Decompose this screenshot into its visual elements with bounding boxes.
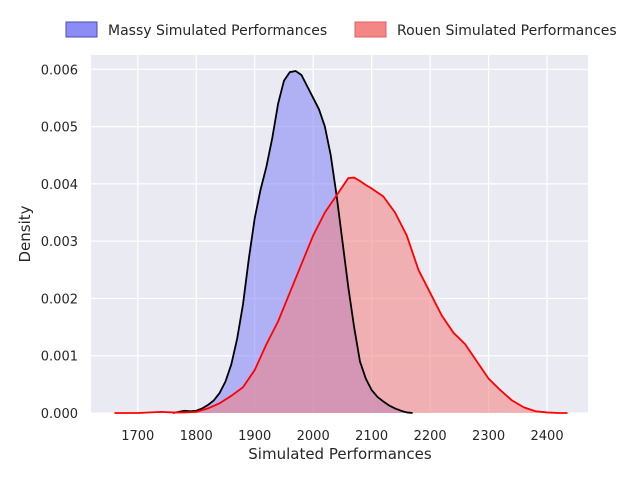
x-axis-label: Simulated Performances xyxy=(248,445,432,463)
x-tick-label: 1700 xyxy=(121,429,154,444)
x-tick-labels: 1700 1800 1900 2000 2100 2200 2300 2400 xyxy=(121,429,563,444)
x-tick-label: 2400 xyxy=(531,429,564,444)
x-tick-label: 2100 xyxy=(355,429,388,444)
y-tick-labels: 0.000 0.001 0.002 0.003 0.004 0.005 0.006 xyxy=(41,63,78,422)
series-layer xyxy=(114,70,568,414)
y-tick-label: 0.002 xyxy=(41,292,78,307)
y-tick-label: 0.005 xyxy=(41,121,78,136)
x-tick-label: 1900 xyxy=(238,429,271,444)
legend-label-massy: Massy Simulated Performances xyxy=(108,23,327,39)
y-tick-label: 0.001 xyxy=(41,350,78,365)
x-tick-label: 2000 xyxy=(297,429,330,444)
y-tick-label: 0.000 xyxy=(41,407,78,422)
x-tick-label: 1800 xyxy=(180,429,213,444)
legend: Massy Simulated Performances Rouen Simul… xyxy=(65,21,617,39)
series-line-0 xyxy=(172,70,413,414)
y-axis-label: Density xyxy=(16,205,34,262)
series-line-1 xyxy=(114,176,568,414)
y-tick-label: 0.006 xyxy=(41,63,78,78)
legend-swatch-rouen xyxy=(354,21,387,38)
x-tick-label: 2300 xyxy=(472,429,505,444)
y-tick-label: 0.004 xyxy=(41,178,78,193)
legend-label-rouen: Rouen Simulated Performances xyxy=(397,23,617,39)
legend-swatch-massy xyxy=(65,21,98,38)
y-tick-label: 0.003 xyxy=(41,235,78,250)
x-tick-label: 2200 xyxy=(414,429,447,444)
series-area-1 xyxy=(114,177,568,413)
